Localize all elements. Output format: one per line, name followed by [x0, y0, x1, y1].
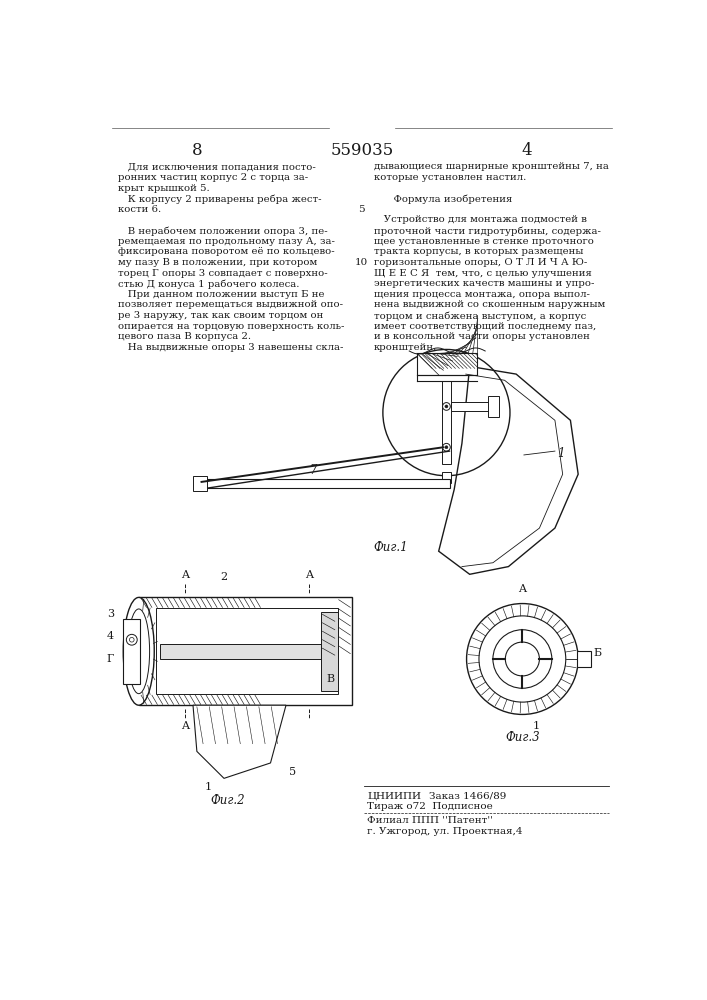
Text: 2: 2 — [221, 572, 228, 582]
Text: дывающиеся шарнирные кронштейны 7, на: дывающиеся шарнирные кронштейны 7, на — [373, 162, 609, 171]
Text: Фиг.1: Фиг.1 — [373, 541, 408, 554]
Text: ре 3 наружу, так как своим торцом он: ре 3 наружу, так как своим торцом он — [118, 311, 323, 320]
Text: крыт крышкой 5.: крыт крышкой 5. — [118, 184, 209, 193]
Text: A: A — [181, 721, 189, 731]
Circle shape — [493, 630, 552, 688]
Text: щения процесса монтажа, опора выпол-: щения процесса монтажа, опора выпол- — [373, 290, 590, 299]
Bar — [156, 608, 338, 694]
Text: фиксирована поворотом её по кольцево-: фиксирована поворотом её по кольцево- — [118, 247, 334, 256]
Bar — [204, 479, 450, 488]
Text: энергетических качеств машины и упро-: энергетических качеств машины и упро- — [373, 279, 594, 288]
Text: Фиг.2: Фиг.2 — [211, 794, 245, 807]
Text: Заказ 1466/89: Заказ 1466/89 — [429, 791, 507, 800]
Circle shape — [127, 634, 137, 645]
Text: 4: 4 — [107, 631, 114, 641]
Text: Для исключения попадания посто-: Для исключения попадания посто- — [118, 162, 315, 171]
Text: 1: 1 — [557, 447, 565, 460]
Ellipse shape — [128, 609, 150, 694]
Text: 3: 3 — [107, 609, 114, 619]
Text: На выдвижные опоры 3 навешены скла-: На выдвижные опоры 3 навешены скла- — [118, 343, 343, 352]
Text: ремещаемая по продольному пазу А, за-: ремещаемая по продольному пазу А, за- — [118, 237, 334, 246]
Circle shape — [445, 405, 448, 408]
Text: 5: 5 — [288, 767, 296, 777]
Circle shape — [129, 637, 134, 642]
Text: ЦНИИПИ: ЦНИИПИ — [368, 791, 421, 800]
Text: тракта корпусы, в которых размещены: тракта корпусы, в которых размещены — [373, 247, 583, 256]
Polygon shape — [193, 705, 286, 778]
Text: A: A — [518, 584, 527, 594]
Text: 559035: 559035 — [330, 142, 394, 159]
Text: ронних частиц корпус 2 с торца за-: ронних частиц корпус 2 с торца за- — [118, 173, 308, 182]
Text: и в консольной части опоры установлен: и в консольной части опоры установлен — [373, 332, 590, 341]
Text: щее установленные в стенке проточного: щее установленные в стенке проточного — [373, 237, 593, 246]
Bar — [321, 612, 338, 691]
Circle shape — [443, 443, 450, 451]
Text: проточной части гидротурбины, содержа-: проточной части гидротурбины, содержа- — [373, 226, 600, 236]
Text: B: B — [326, 674, 334, 684]
Bar — [451, 402, 490, 411]
Bar — [193, 476, 207, 491]
Text: Г: Г — [107, 654, 114, 664]
Text: кронштейн.: кронштейн. — [373, 343, 437, 352]
Text: му пазу В в положении, при котором: му пазу В в положении, при котором — [118, 258, 317, 267]
Circle shape — [443, 403, 450, 410]
Bar — [417, 353, 477, 375]
Text: 4: 4 — [521, 142, 532, 159]
Text: A: A — [181, 570, 189, 580]
Bar — [123, 619, 140, 684]
Text: нена выдвижной со скошенным наружным: нена выдвижной со скошенным наружным — [373, 300, 604, 309]
Text: Б: Б — [594, 648, 602, 658]
Text: Тираж о72  Подписное: Тираж о72 Подписное — [368, 802, 493, 811]
Text: 1: 1 — [533, 721, 540, 731]
Circle shape — [467, 604, 578, 714]
Text: К корпусу 2 приварены ребра жест-: К корпусу 2 приварены ребра жест- — [118, 194, 321, 204]
Text: которые установлен настил.: которые установлен настил. — [373, 173, 526, 182]
Circle shape — [479, 616, 566, 702]
Text: 5: 5 — [358, 205, 365, 214]
Ellipse shape — [123, 597, 154, 705]
Text: позволяет перемещаться выдвижной опо-: позволяет перемещаться выдвижной опо- — [118, 300, 343, 309]
Text: 10: 10 — [354, 258, 368, 267]
Text: A: A — [305, 570, 313, 580]
Bar — [442, 381, 451, 464]
Text: торцом и снабжена выступом, а корпус: торцом и снабжена выступом, а корпус — [373, 311, 586, 321]
Circle shape — [506, 642, 539, 676]
Bar — [139, 597, 352, 705]
Text: кости 6.: кости 6. — [118, 205, 161, 214]
Text: 1: 1 — [205, 782, 212, 792]
Text: г. Ужгород, ул. Проектная,4: г. Ужгород, ул. Проектная,4 — [368, 827, 523, 836]
Text: опирается на торцовую поверхность коль-: опирается на торцовую поверхность коль- — [118, 322, 344, 331]
Bar — [489, 396, 499, 417]
Text: Фиг.3: Фиг.3 — [505, 731, 539, 744]
Text: Филиал ППП ''Патент'': Филиал ППП ''Патент'' — [368, 816, 493, 825]
Text: торец Г опоры 3 совпадает с поверхно-: торец Г опоры 3 совпадает с поверхно- — [118, 269, 327, 278]
Text: 7: 7 — [310, 464, 317, 477]
Text: 8: 8 — [192, 142, 202, 159]
Text: В нерабочем положении опора 3, пе-: В нерабочем положении опора 3, пе- — [118, 226, 327, 236]
Text: имеет соответствующий последнему паз,: имеет соответствующий последнему паз, — [373, 322, 596, 331]
Text: Устройство для монтажа подмостей в: Устройство для монтажа подмостей в — [373, 215, 586, 224]
Circle shape — [445, 446, 448, 449]
Bar — [160, 644, 321, 659]
Bar — [577, 651, 590, 667]
Text: горизонтальные опоры, О Т Л И Ч А Ю-: горизонтальные опоры, О Т Л И Ч А Ю- — [373, 258, 587, 267]
Text: Формула изобретения: Формула изобретения — [373, 194, 512, 204]
Text: стью Д конуса 1 рабочего колеса.: стью Д конуса 1 рабочего колеса. — [118, 279, 299, 289]
Text: цевого паза В корпуса 2.: цевого паза В корпуса 2. — [118, 332, 251, 341]
Text: При данном положении выступ Б не: При данном положении выступ Б не — [118, 290, 325, 299]
Bar — [442, 472, 451, 483]
Text: Щ Е Е С Я  тем, что, с целью улучшения: Щ Е Е С Я тем, что, с целью улучшения — [373, 269, 591, 278]
